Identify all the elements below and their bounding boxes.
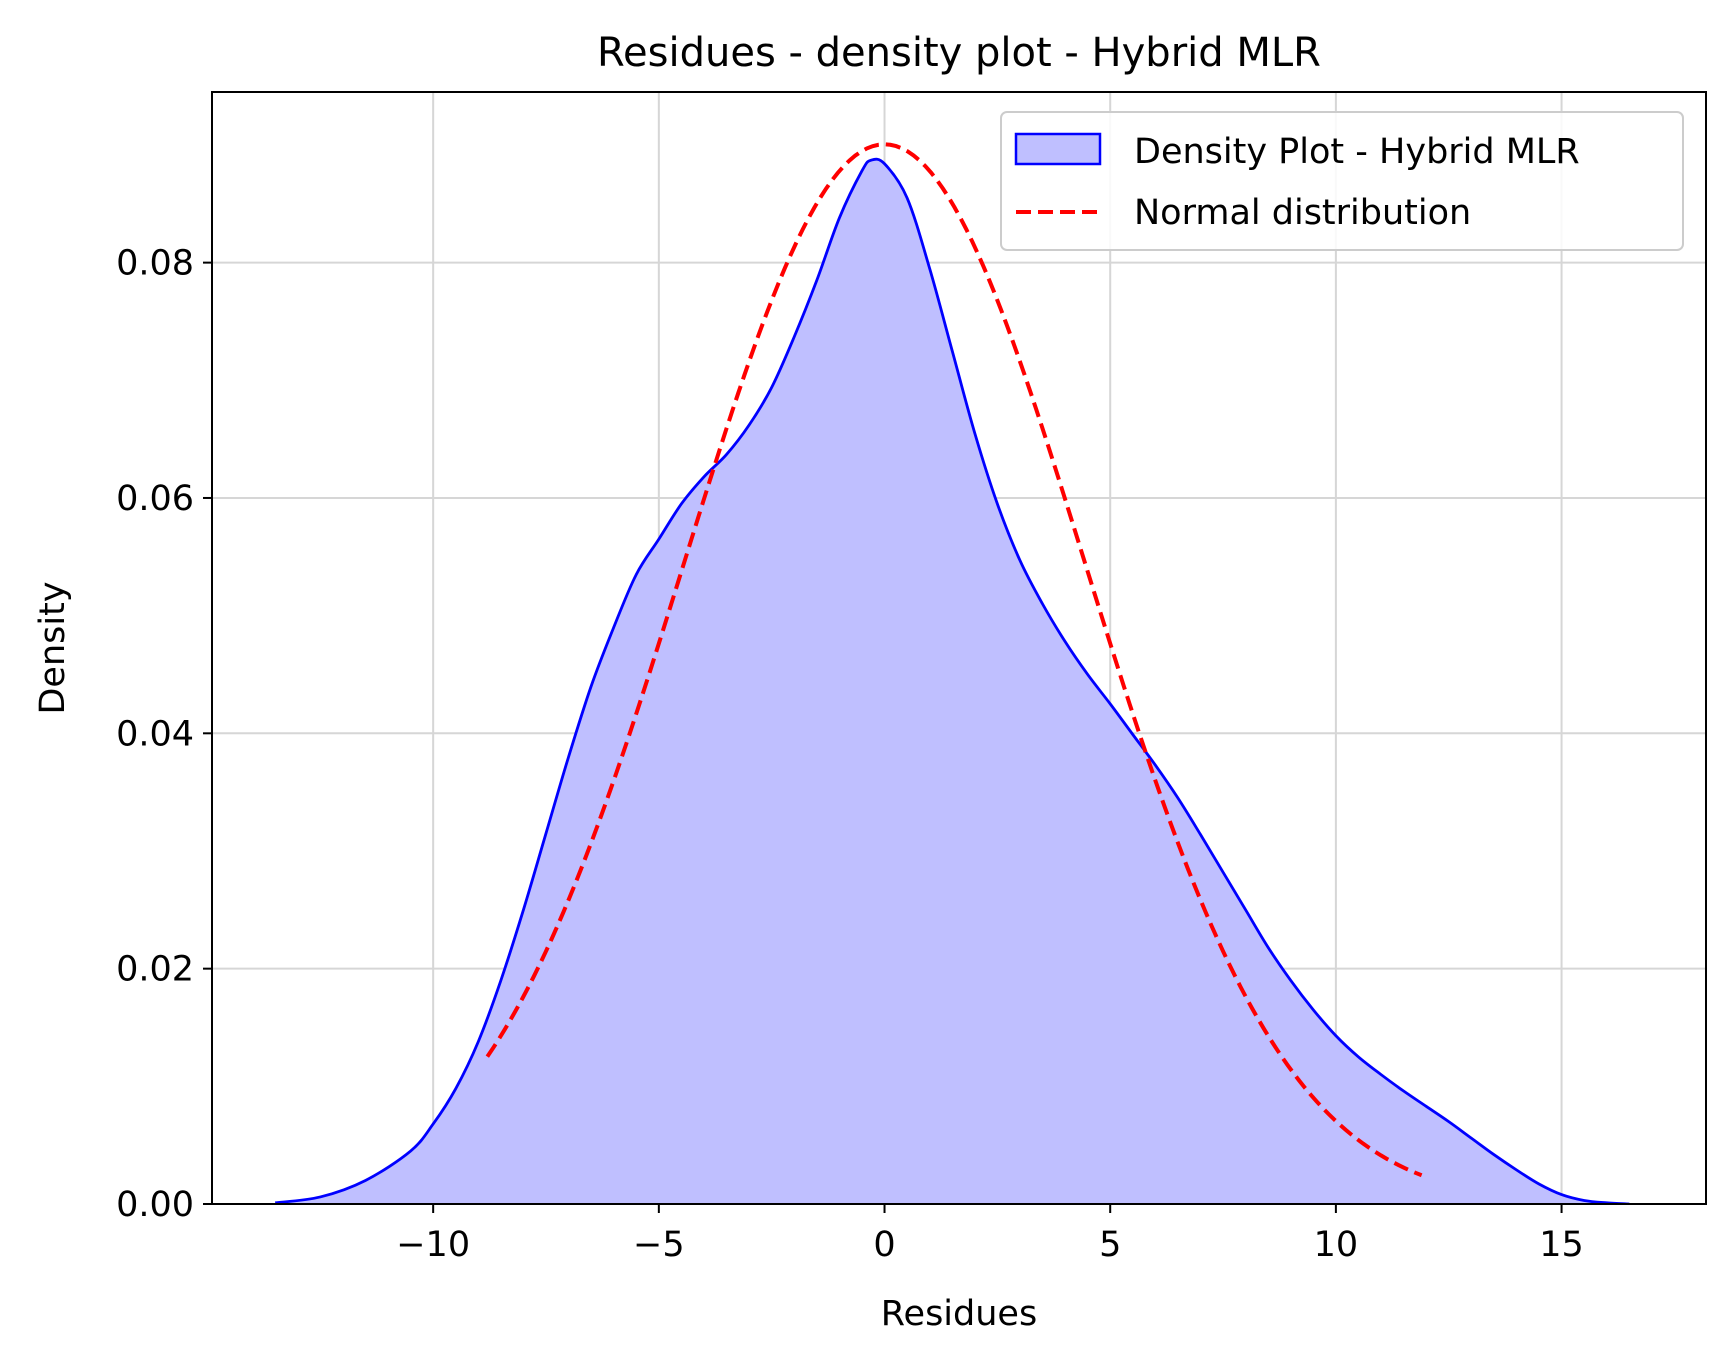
density-curve xyxy=(275,157,1630,1204)
x-axis-label: Residues xyxy=(881,1294,1037,1334)
legend-label-density: Density Plot - Hybrid MLR xyxy=(1134,132,1580,172)
y-tick-label: 0.08 xyxy=(116,244,194,284)
x-tick-label: 5 xyxy=(1099,1225,1121,1265)
x-tick-label: 0 xyxy=(873,1225,895,1265)
chart-title: Residues - density plot - Hybrid MLR xyxy=(597,30,1321,76)
y-tick-label: 0.06 xyxy=(116,479,194,519)
legend-swatch-density xyxy=(1014,132,1102,166)
x-axis-ticks: −10 −5 0 5 10 15 xyxy=(396,1204,1584,1265)
x-tick-label: −5 xyxy=(633,1225,685,1265)
y-axis-ticks: 0.00 0.02 0.04 0.06 0.08 xyxy=(116,244,212,1225)
normal-distribution-curve xyxy=(485,142,1423,1178)
data-layer xyxy=(275,142,1630,1204)
legend-label-normal: Normal distribution xyxy=(1134,193,1471,233)
y-tick-label: 0.02 xyxy=(116,950,194,990)
x-tick-label: −10 xyxy=(396,1225,470,1265)
legend: Density Plot - Hybrid MLR Normal distrib… xyxy=(1000,111,1684,251)
x-tick-label: 10 xyxy=(1314,1225,1359,1265)
density-fill-area xyxy=(275,159,1630,1204)
y-axis-label: Density xyxy=(33,581,73,714)
plot-frame xyxy=(211,91,1707,1205)
legend-box xyxy=(1000,111,1684,251)
y-tick-label: 0.04 xyxy=(116,714,194,754)
y-tick-label: 0.00 xyxy=(116,1185,194,1225)
x-tick-label: 15 xyxy=(1539,1225,1584,1265)
